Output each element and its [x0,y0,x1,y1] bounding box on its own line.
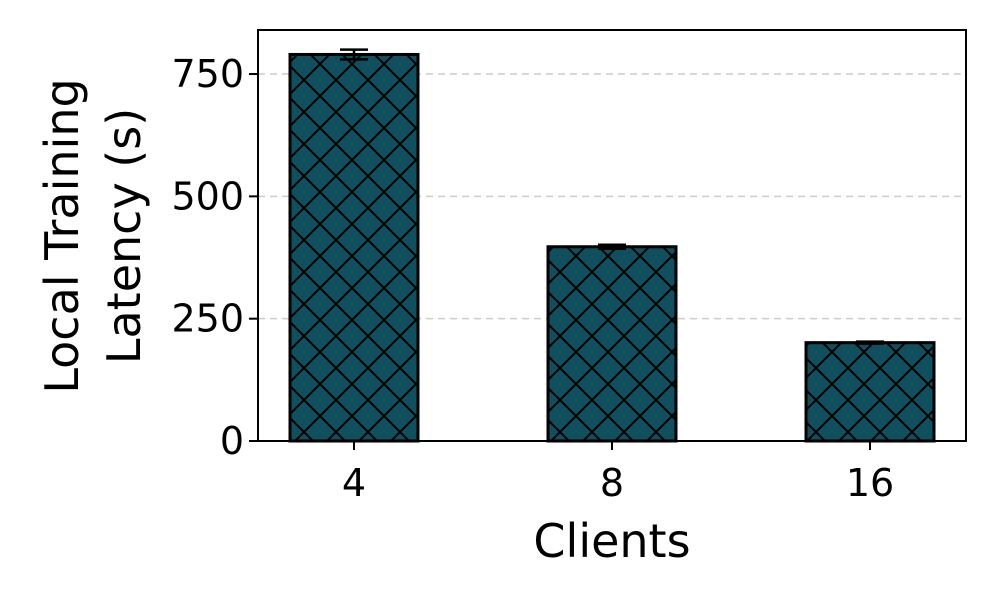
y-axis-title-line-1: Local Training [35,78,89,393]
error-bar [856,340,884,345]
x-tick-label: 8 [600,461,624,505]
y-tick-label: 500 [171,174,244,218]
error-bar [340,48,368,61]
y-axis-ticks: 0 250 500 750 [171,52,258,463]
y-tick-label: 0 [220,419,244,463]
x-tick-label: 16 [846,461,894,505]
error-bars [340,48,884,345]
y-tick-label: 250 [171,297,244,341]
bar [546,245,678,443]
bar [804,341,936,443]
x-tick-label: 4 [342,461,366,505]
x-axis-title: Clients [533,514,690,568]
y-tick-label: 750 [171,52,244,96]
error-bar [598,243,626,250]
bar [288,52,420,443]
bars [288,52,936,443]
x-axis-ticks: 4 8 16 [342,441,894,505]
y-axis-title-line-2: Latency (s) [97,108,151,364]
